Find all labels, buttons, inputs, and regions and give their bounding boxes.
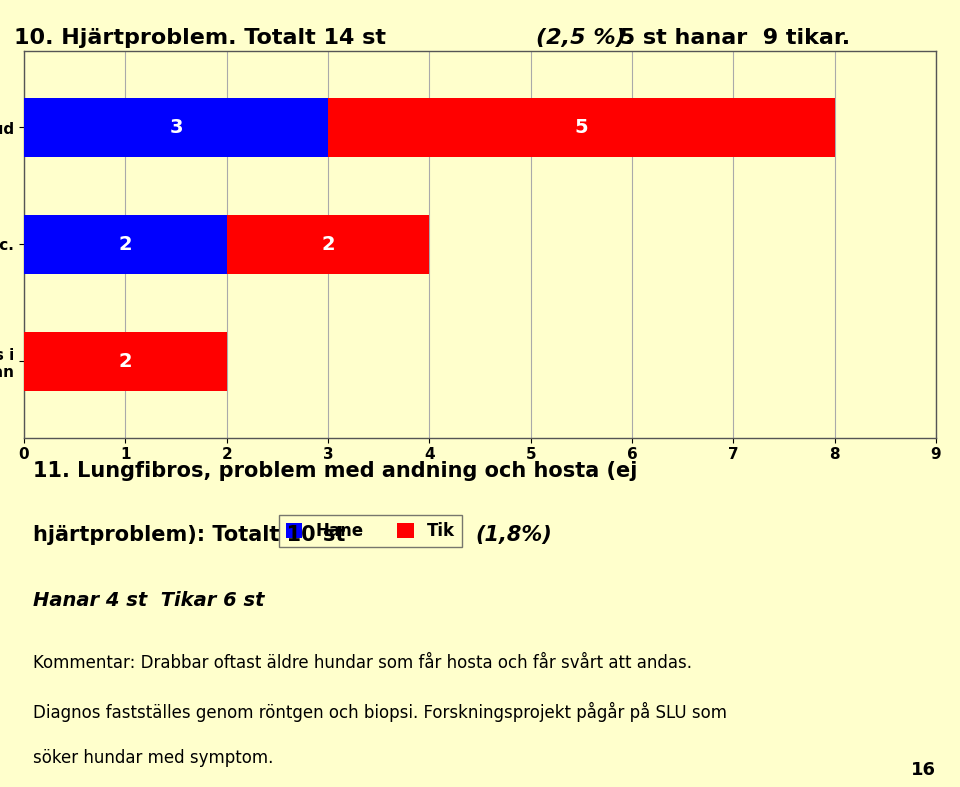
Text: söker hundar med symptom.: söker hundar med symptom. bbox=[33, 749, 274, 767]
Bar bbox=[227, 215, 429, 274]
Text: 5: 5 bbox=[574, 118, 588, 137]
Text: Kommentar: Drabbar oftast äldre hundar som får hosta och får svårt att andas.: Kommentar: Drabbar oftast äldre hundar s… bbox=[33, 654, 692, 672]
Legend: Hane, Tik: Hane, Tik bbox=[279, 515, 462, 547]
Text: 5 st hanar  9 tikar.: 5 st hanar 9 tikar. bbox=[612, 28, 851, 47]
Text: Hanar 4 st  Tikar 6 st: Hanar 4 st Tikar 6 st bbox=[33, 591, 265, 610]
Text: 10. Hjärtproblem. Totalt 14 st: 10. Hjärtproblem. Totalt 14 st bbox=[14, 28, 395, 47]
Text: Diagnos fastställes genom röntgen och biopsi. Forskningsprojekt pågår på SLU som: Diagnos fastställes genom röntgen och bi… bbox=[33, 702, 727, 722]
Text: 2: 2 bbox=[118, 235, 132, 254]
Text: 2: 2 bbox=[118, 352, 132, 371]
Text: 3: 3 bbox=[169, 118, 182, 137]
Bar bbox=[24, 332, 227, 390]
Bar bbox=[24, 98, 328, 157]
Text: 11. Lungfibros, problem med andning och hosta (ej: 11. Lungfibros, problem med andning och … bbox=[33, 461, 637, 482]
Text: 16: 16 bbox=[911, 761, 936, 779]
Text: (2,5 %).: (2,5 %). bbox=[536, 28, 634, 47]
Bar bbox=[328, 98, 834, 157]
Text: (1,8%): (1,8%) bbox=[475, 525, 552, 545]
Text: hjärtproblem): Totalt 10 st: hjärtproblem): Totalt 10 st bbox=[33, 525, 352, 545]
Bar bbox=[24, 215, 227, 274]
Text: 2: 2 bbox=[322, 235, 335, 254]
